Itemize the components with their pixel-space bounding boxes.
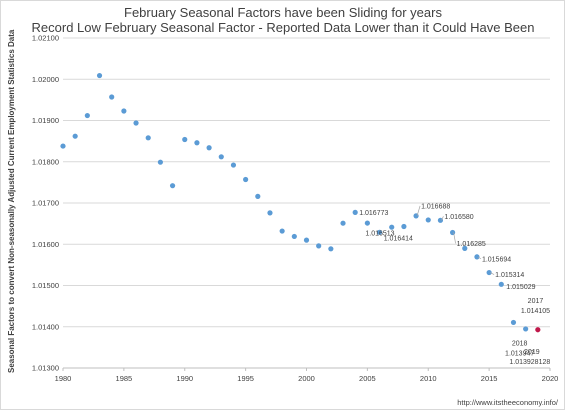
data-point xyxy=(279,228,285,234)
annotation-leader xyxy=(477,256,482,260)
data-point xyxy=(194,140,200,146)
x-tick-label: 2010 xyxy=(420,374,437,383)
data-point xyxy=(340,220,346,226)
chart-subtitle: Record Low February Seasonal Factor - Re… xyxy=(31,20,535,35)
x-tick-label: 1980 xyxy=(55,374,72,383)
data-label: 1.015029 xyxy=(506,284,535,291)
data-point xyxy=(145,135,151,141)
data-point xyxy=(450,229,456,236)
data-point xyxy=(486,269,492,276)
data-point xyxy=(255,193,261,199)
data-point xyxy=(267,210,273,216)
data-label: 2018 xyxy=(512,340,528,347)
data-point xyxy=(498,281,504,287)
data-label: 1.016773 xyxy=(359,210,388,217)
y-tick-label: 1.01300 xyxy=(32,364,59,373)
data-point xyxy=(157,159,163,165)
data-label: 1.015314 xyxy=(495,272,524,279)
data-point xyxy=(109,94,115,100)
x-tick-label: 2005 xyxy=(359,374,376,383)
x-tick-label: 2015 xyxy=(481,374,498,383)
data-point xyxy=(218,154,224,160)
y-tick-label: 1.02100 xyxy=(32,34,59,43)
x-tick-label: 2000 xyxy=(298,374,315,383)
data-point xyxy=(121,108,127,114)
data-point xyxy=(169,183,176,189)
y-tick-label: 1.01800 xyxy=(32,157,59,166)
data-point xyxy=(72,133,78,139)
data-label: 1.016580 xyxy=(444,214,473,221)
data-label: 1.013928128 xyxy=(509,359,550,366)
data-point xyxy=(462,245,468,251)
data-label: 1.015694 xyxy=(482,256,511,263)
x-tick-label: 1985 xyxy=(116,374,133,383)
data-point xyxy=(425,217,431,223)
y-tick-label: 1.01500 xyxy=(32,281,59,290)
data-label: 2019 xyxy=(524,349,540,356)
chart-title: February Seasonal Factors have been Slid… xyxy=(124,5,442,20)
data-point xyxy=(328,246,334,252)
y-tick-label: 1.02000 xyxy=(32,75,59,84)
x-tick-label: 1990 xyxy=(176,374,193,383)
y-tick-label: 1.01400 xyxy=(32,322,59,331)
data-point xyxy=(303,237,310,243)
annotation-leader xyxy=(489,272,495,275)
data-point xyxy=(96,72,103,79)
data-label: 1.016688 xyxy=(421,203,450,210)
data-label: 1.016414 xyxy=(384,236,413,243)
data-label: 1.016285 xyxy=(457,241,486,248)
data-point xyxy=(352,209,358,215)
y-tick-label: 1.01700 xyxy=(32,199,59,208)
data-point xyxy=(230,162,237,168)
data-point xyxy=(510,319,517,326)
data-point xyxy=(364,220,370,226)
data-point xyxy=(133,120,139,126)
y-tick-label: 1.01900 xyxy=(32,116,59,125)
data-label: 1.016513 xyxy=(365,231,394,238)
data-point xyxy=(523,326,529,332)
data-label: 1.013947 xyxy=(505,350,534,357)
highlight-point xyxy=(535,327,541,333)
data-point xyxy=(474,254,480,260)
data-point xyxy=(206,145,212,151)
data-point xyxy=(243,176,249,183)
annotation-leader xyxy=(416,205,421,216)
data-point xyxy=(291,233,297,240)
data-point xyxy=(182,136,188,143)
x-tick-label: 2020 xyxy=(542,374,559,383)
data-point xyxy=(376,229,383,235)
data-label: 1.014105 xyxy=(521,308,550,315)
data-point xyxy=(84,112,90,119)
annotation-leader xyxy=(453,232,456,244)
y-tick-label: 1.01600 xyxy=(32,240,59,249)
data-label: 2017 xyxy=(528,298,544,305)
data-point xyxy=(401,223,407,230)
annotation-leader xyxy=(441,216,444,221)
source-url: http://www.itstheeconomy.info/ xyxy=(457,398,558,407)
data-point xyxy=(60,143,66,149)
data-point xyxy=(316,243,322,249)
x-tick-label: 1995 xyxy=(237,374,254,383)
data-point xyxy=(389,224,395,230)
